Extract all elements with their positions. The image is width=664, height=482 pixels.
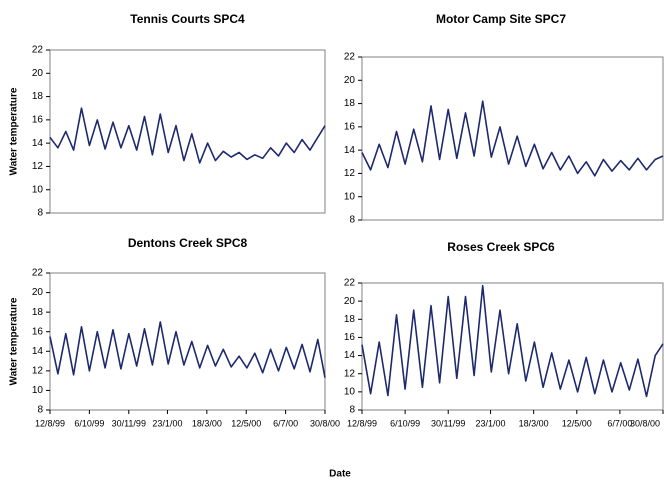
x-tick-label: 12/5/00 [562,418,592,428]
data-line [361,284,664,398]
y-tick-label: 10 [32,385,44,396]
y-tick-label: 8 [37,405,43,416]
y-tick-label: 18 [32,91,44,102]
y-tick-label: 20 [32,68,44,79]
y-tick-label: 8 [349,215,355,226]
x-tick-label: 12/8/99 [347,418,377,428]
x-tick-label: 6/7/00 [273,418,298,428]
y-tick-label: 12 [32,161,44,172]
x-tick-label: 6/10/99 [74,418,104,428]
y-tick-label: 12 [32,365,44,376]
chart-title: Roses Creek SPC6 [447,240,555,254]
data-line [49,321,326,378]
x-tick-label: 30/8/00 [310,418,340,428]
x-tick-label: 30/8/00 [630,418,660,428]
x-tick-label: 6/10/99 [390,418,420,428]
y-tick-label: 20 [344,296,356,307]
y-tick-label: 22 [32,45,44,56]
x-tick-label: 18/3/00 [192,418,222,428]
y-tick-label: 10 [344,191,356,202]
y-tick-label: 22 [344,278,356,289]
x-tick-label: 12/5/00 [231,418,261,428]
plot-frame [49,49,326,214]
x-tick-label: 23/1/00 [152,418,182,428]
x-tick-label: 6/7/00 [607,418,632,428]
x-tick-label: 30/11/99 [431,418,465,428]
y-tick-label: 20 [344,75,356,86]
y-tick-label: 18 [32,307,44,318]
y-tick-label: 12 [344,168,356,179]
plot-frame [361,56,664,221]
chart-title: Dentons Creek SPC8 [128,236,248,250]
y-axis-label: Water temperature [9,297,20,385]
x-tick-label: 12/8/99 [35,418,65,428]
y-tick-label: 8 [349,405,355,416]
x-tick-label: 23/1/00 [476,418,506,428]
y-tick-label: 22 [32,268,44,279]
y-tick-label: 16 [344,121,356,132]
y-tick-label: 18 [344,98,356,109]
y-tick-label: 14 [32,138,44,149]
y-tick-label: 14 [32,346,44,357]
y-tick-label: 18 [344,314,356,325]
y-tick-label: 14 [344,350,356,361]
chart-title: Tennis Courts SPC4 [130,12,245,26]
y-tick-label: 16 [32,326,44,337]
y-tick-label: 10 [32,184,44,195]
y-tick-label: 10 [344,386,356,397]
y-axis-label: Water temperature [9,87,20,175]
y-tick-label: 14 [344,145,356,156]
x-tick-label: 18/3/00 [519,418,549,428]
data-line [361,100,664,177]
y-tick-label: 8 [37,208,43,219]
data-line [49,107,326,164]
y-tick-label: 16 [32,114,44,125]
y-tick-label: 20 [32,287,44,298]
plot-frame [49,272,326,411]
y-tick-label: 12 [344,368,356,379]
x-axis-label: Date [329,469,351,480]
y-tick-label: 22 [344,52,356,63]
x-tick-label: 30/11/99 [112,418,146,428]
chart-title: Motor Camp Site SPC7 [436,12,566,26]
y-tick-label: 16 [344,332,356,343]
